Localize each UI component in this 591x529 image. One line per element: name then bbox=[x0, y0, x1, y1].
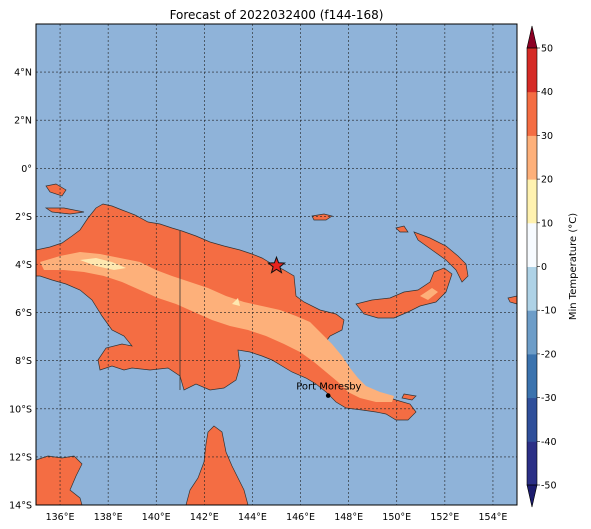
lat-tick-label: 2°S bbox=[15, 212, 32, 223]
lon-tick-label: 140°E bbox=[142, 512, 171, 523]
yapen-island bbox=[44, 207, 85, 215]
lon-tick-label: 148°E bbox=[334, 512, 363, 523]
colorbar-segment bbox=[527, 441, 537, 486]
warm-band-20 bbox=[40, 252, 394, 402]
map-frame bbox=[35, 23, 518, 506]
city-label: Port Moresby bbox=[296, 382, 361, 393]
colorbar-segment bbox=[527, 310, 537, 355]
lat-tick-label: 6°S bbox=[15, 308, 32, 319]
warm-spot bbox=[232, 298, 240, 306]
islet-1 bbox=[395, 225, 409, 233]
colorbar bbox=[526, 25, 538, 508]
latitude-ticks: 4°N 2°N 0° 2°S 4°S 6°S 8°S 10°S 12°S 14°S bbox=[9, 68, 32, 512]
manus-island bbox=[311, 213, 333, 221]
lon-tick-label: 152°E bbox=[430, 512, 459, 523]
colorbar-tick-label: -10 bbox=[541, 306, 557, 317]
colorbar-segment bbox=[527, 179, 537, 224]
colorbar-tick-label: -30 bbox=[541, 393, 557, 404]
lat-tick-label: 12°S bbox=[9, 452, 32, 463]
new-britain-land bbox=[355, 267, 453, 319]
lat-tick-label: 2°N bbox=[14, 116, 32, 127]
star-icon bbox=[267, 255, 286, 274]
colorbar-segment bbox=[527, 353, 537, 399]
map-title: Forecast of 2022032400 (f144-168) bbox=[169, 8, 384, 22]
colorbar-min-extend bbox=[526, 484, 538, 508]
map-panel: Port Moresby bbox=[36, 24, 517, 505]
colorbar-label: Min Temperature (°C) bbox=[567, 212, 579, 320]
lat-tick-label: 0° bbox=[21, 164, 32, 175]
gridlines bbox=[36, 24, 517, 505]
colorbar-tick-label: 10 bbox=[541, 218, 553, 229]
arnhem-land bbox=[36, 455, 83, 505]
city-marker bbox=[325, 393, 331, 398]
lon-tick-label: 150°E bbox=[382, 512, 411, 523]
colorbar-segment bbox=[527, 91, 537, 136]
lon-tick-label: 136°E bbox=[46, 512, 75, 523]
colorbar-segment bbox=[527, 266, 537, 311]
lat-tick-label: 10°S bbox=[9, 404, 32, 415]
lon-tick-label: 138°E bbox=[94, 512, 123, 523]
colorbar-segment bbox=[527, 48, 537, 93]
colorbar-tick-label: 30 bbox=[541, 131, 553, 142]
colorbar-tick-label: 40 bbox=[541, 87, 553, 98]
colorbar-segment bbox=[527, 135, 537, 180]
lat-tick-label: 4°N bbox=[14, 68, 32, 79]
colorbar-segment bbox=[527, 222, 537, 267]
new-britain-light bbox=[420, 288, 438, 300]
colorbar-tick-label: 20 bbox=[541, 175, 553, 186]
lon-tick-label: 144°E bbox=[238, 512, 267, 523]
colorbar-tick-label: 0 bbox=[541, 262, 547, 273]
islet-2 bbox=[507, 295, 517, 305]
colorbar-tick-label: 50 bbox=[541, 44, 553, 55]
colorbar-tick-label: -40 bbox=[541, 437, 557, 448]
lon-tick-label: 142°E bbox=[190, 512, 219, 523]
lon-tick-label: 154°E bbox=[479, 512, 508, 523]
colorbar-ticks: -50 -40 -30 -20 -10 0 10 20 30 40 50 bbox=[537, 44, 557, 492]
lat-tick-label: 8°S bbox=[15, 356, 32, 367]
lat-tick-label: 4°S bbox=[15, 260, 32, 271]
biak-island bbox=[45, 183, 67, 197]
warm-band-inner bbox=[80, 258, 126, 270]
colorbar-tick-label: -50 bbox=[541, 481, 557, 492]
lat-tick-label: 14°S bbox=[9, 501, 32, 512]
colorbar-segment bbox=[527, 397, 537, 442]
lon-tick-label: 146°E bbox=[286, 512, 315, 523]
longitude-ticks: 136°E 138°E 140°E 142°E 144°E 146°E 148°E 150°E… bbox=[46, 512, 508, 523]
colorbar-tick-label: -20 bbox=[541, 349, 557, 360]
colorbar-max-extend bbox=[526, 25, 538, 49]
new-ireland-land bbox=[413, 231, 469, 283]
dentrecasteaux-islands bbox=[401, 393, 417, 401]
cape-york-land bbox=[185, 425, 249, 505]
